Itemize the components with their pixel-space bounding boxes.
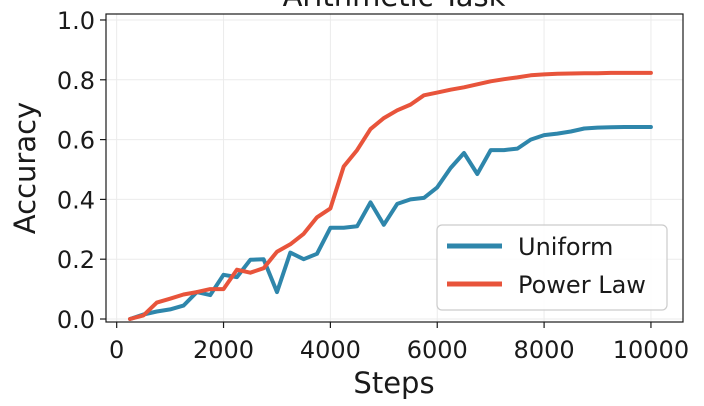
y-tick-label: 0.8: [57, 67, 95, 95]
legend-label-uniform: Uniform: [518, 233, 613, 261]
series-line-uniform: [128, 125, 653, 321]
x-tick-label: 2000: [193, 336, 254, 364]
y-tick-label: 1.0: [57, 7, 95, 35]
chart-title: Arithmetic Task: [283, 0, 506, 13]
series-line-power-law: [128, 70, 653, 321]
y-tick-label: 0.6: [57, 127, 95, 155]
x-tick-label: 0: [109, 336, 124, 364]
x-tick-label: 10000: [613, 336, 689, 364]
legend: Uniform Power Law: [436, 224, 668, 311]
y-tick-label: 0.0: [57, 306, 95, 334]
y-tick-label: 0.4: [57, 186, 95, 214]
axis-ticks: 0 2000 4000 6000 8000 10000 0.0 0.2 0.4 0.6 0.8 1.0: [57, 7, 689, 364]
x-axis-label: Steps: [353, 366, 434, 400]
x-tick-label: 6000: [407, 336, 468, 364]
y-tick-label: 0.2: [57, 246, 95, 274]
series-lines: [128, 70, 653, 321]
y-axis-label: Accuracy: [8, 102, 42, 234]
x-tick-label: 8000: [514, 336, 575, 364]
grid-lines: [106, 14, 683, 322]
x-tick-label: 4000: [300, 336, 361, 364]
legend-label-power-law: Power Law: [518, 271, 646, 299]
plot-area: [105, 13, 684, 323]
